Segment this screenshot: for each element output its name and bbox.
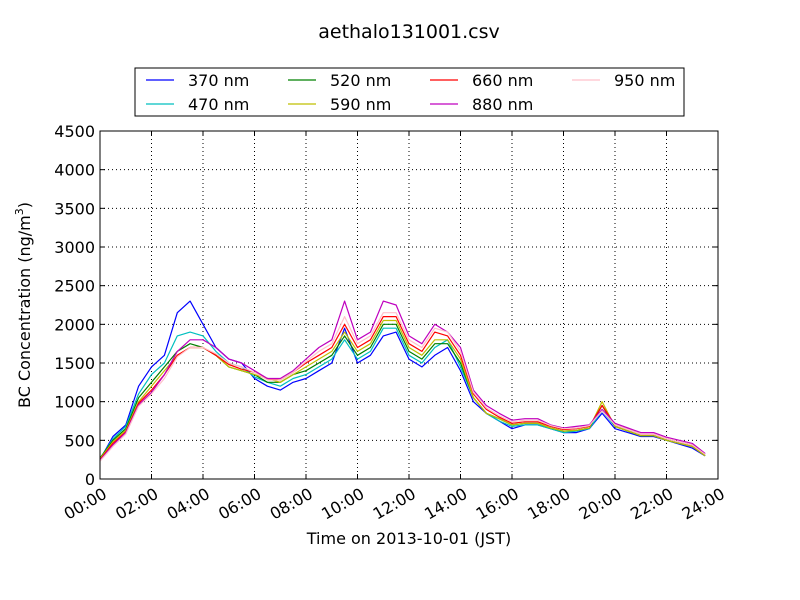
x-tick-label: 10:00 [318, 484, 367, 524]
y-axis-label-text: BC Concentration (ng/m [15, 215, 34, 408]
series-line-880-nm [99, 300, 706, 461]
x-axis-label: Time on 2013-10-01 (JST) [306, 529, 511, 548]
y-tick-label: 2000 [54, 315, 95, 334]
y-tick-label: 500 [64, 431, 95, 450]
x-tick-labels: 00:00 02:00 04:00 06:00 08:00 10:00 12:00 14:00… [61, 484, 728, 524]
legend-items: 370 nm 470 nm 520 nm 590 nm 660 nm 880 nm 950 … [146, 71, 675, 114]
series-group [99, 300, 706, 462]
series-line-370-nm [99, 300, 706, 460]
legend-label: 590 nm [330, 95, 391, 114]
y-axis-label-close: ) [15, 202, 34, 208]
x-tick-label: 12:00 [370, 484, 419, 524]
plot-background [100, 131, 718, 479]
y-tick-label: 4000 [54, 161, 95, 180]
x-tick-label: 00:00 [61, 484, 110, 524]
legend-box [134, 67, 685, 117]
y-axis-label: BC Concentration (ng/m3) [13, 202, 34, 408]
legend-label: 660 nm [472, 71, 533, 90]
y-tick-label: 3000 [54, 238, 95, 257]
y-tick-label: 1500 [54, 354, 95, 373]
legend-label: 950 nm [614, 71, 675, 90]
y-tick-label: 1000 [54, 393, 95, 412]
x-tick-label: 16:00 [473, 484, 522, 524]
y-tick-label: 4500 [54, 122, 95, 141]
ticks [99, 130, 719, 480]
series-line-950-nm [99, 312, 706, 462]
x-tick-label: 14:00 [421, 484, 470, 524]
x-tick-label: 22:00 [627, 484, 676, 524]
x-tick-label: 06:00 [215, 484, 264, 524]
x-tick-label: 24:00 [679, 484, 728, 524]
y-tick-label: 3500 [54, 199, 95, 218]
x-tick-label: 04:00 [164, 484, 213, 524]
chart-title: aethalo131001.csv [318, 21, 500, 43]
legend-label: 370 nm [188, 71, 249, 90]
y-tick-labels: 0 500 1000 1500 2000 2500 3000 3500 4000 4500 [54, 122, 95, 489]
legend-label: 520 nm [330, 71, 391, 90]
legend-label: 880 nm [472, 95, 533, 114]
x-tick-label: 02:00 [112, 484, 161, 524]
y-tick-label: 0 [85, 470, 95, 489]
y-axis-label-superscript: 3 [13, 208, 26, 215]
grid [100, 131, 718, 479]
x-tick-label: 08:00 [267, 484, 316, 524]
legend: 370 nm 470 nm 520 nm 590 nm 660 nm 880 nm 950 … [134, 67, 685, 117]
y-tick-label: 2500 [54, 277, 95, 296]
legend-label: 470 nm [188, 95, 249, 114]
x-tick-label: 18:00 [524, 484, 573, 524]
x-tick-label: 20:00 [576, 484, 625, 524]
